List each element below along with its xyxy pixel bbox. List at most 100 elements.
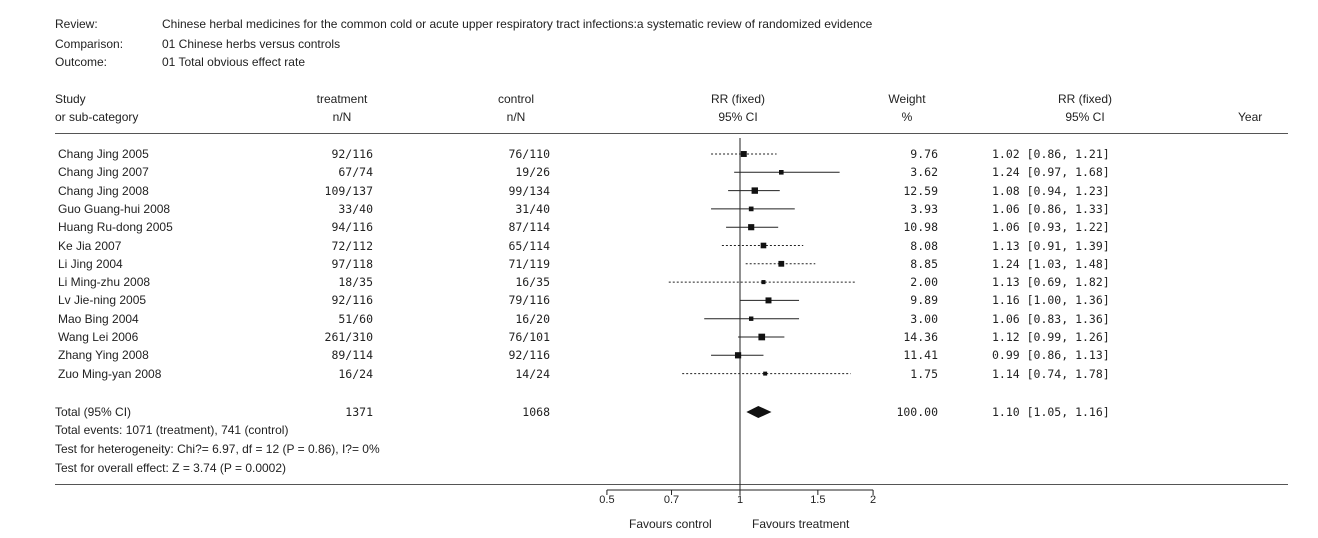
axis-tick-label: 1.5 [810,494,825,506]
row-weight: 1.75 [910,366,938,381]
row-rr: 1.08 [0.94, 1.23] [992,183,1110,198]
row-weight: 2.00 [910,275,938,290]
col-control-header: control [497,92,535,106]
row-treatment: 92/116 [331,147,373,161]
row-weight: 14.36 [903,330,938,344]
study-point [751,187,758,194]
outcome-value: 01 Total obvious effect rate [162,55,305,69]
row-control: 76/101 [508,330,550,344]
study-point [748,316,754,321]
row-treatment: 72/112 [331,238,373,253]
row-treatment: 33/40 [338,201,373,216]
header-divider [55,133,1288,134]
row-treatment: 94/116 [331,220,373,235]
study-point [765,297,772,304]
col-control-subheader: n/N [506,110,526,124]
col-treatment-subheader: n/N [332,110,352,124]
row-weight: 12.59 [903,183,938,198]
row-study-name: Zuo Ming-yan 2008 [58,366,162,381]
col-treatment-header: treatment [316,92,368,106]
row-rr: 1.02 [0.86, 1.21] [992,147,1110,161]
row-treatment: 109/137 [324,183,373,198]
favours-treatment-label: Favours treatment [752,517,850,531]
row-study-name: Chang Jing 2005 [58,147,149,161]
col-weight-subheader: % [901,110,913,124]
study-point [748,224,755,231]
total-control: 1068 [522,405,550,419]
row-weight: 9.76 [910,147,938,161]
row-rr: 1.24 [0.97, 1.68] [992,165,1110,180]
total-weight: 100.00 [896,405,938,419]
row-rr: 1.14 [0.74, 1.78] [992,366,1110,381]
row-control: 76/110 [508,147,550,161]
study-point [740,151,747,157]
row-study-name: Wang Lei 2006 [58,330,139,344]
row-weight: 8.08 [910,238,938,253]
row-treatment: 261/310 [324,330,373,344]
col-rrplot-subheader: 95% CI [718,110,758,124]
row-control: 99/134 [508,183,550,198]
row-control: 87/114 [508,220,550,235]
axis-tick-label: 1 [737,494,743,506]
row-study-name: Li Jing 2004 [58,256,123,271]
row-rr: 1.12 [0.99, 1.26] [992,330,1110,344]
row-control: 71/119 [508,256,550,271]
total-label: Total (95% CI) [55,405,132,419]
row-control: 79/116 [508,293,550,308]
row-rr: 1.24 [1.03, 1.48] [992,256,1110,271]
row-treatment: 16/24 [338,366,373,381]
row-rr: 1.13 [0.91, 1.39] [992,238,1110,253]
review-label: Review: [55,17,98,31]
col-study-subheader: or sub-category [55,110,139,124]
row-study-name: Guo Guang-hui 2008 [58,201,171,216]
row-control: 92/116 [508,348,550,363]
row-study-name: Zhang Ying 2008 [58,348,149,363]
row-control: 14/24 [515,366,550,381]
row-treatment: 89/114 [331,348,373,363]
row-rr: 1.06 [0.83, 1.36] [992,311,1110,326]
row-control: 19/26 [515,165,550,180]
row-study-name: Li Ming-zhu 2008 [58,275,151,290]
row-control: 16/20 [515,311,550,326]
row-study-name: Mao Bing 2004 [58,311,139,326]
pooled-diamond [746,406,772,418]
row-weight: 3.62 [910,165,938,180]
row-study-name: Chang Jing 2008 [58,183,149,198]
axis-tick-label: 0.7 [664,494,679,506]
study-point [779,170,784,175]
study-point [778,260,785,267]
row-study-name: Lv Jie-ning 2005 [58,293,147,308]
row-weight: 9.89 [910,293,938,308]
study-point [758,333,766,341]
row-weight: 3.00 [910,311,938,326]
col-year-header: Year [1238,110,1263,124]
heterogeneity-test: Test for heterogeneity: Chi?= 6.97, df =… [55,442,380,456]
outcome-label: Outcome: [55,55,108,69]
col-rr-header: RR (fixed) [1057,92,1113,106]
row-treatment: 97/118 [331,256,373,271]
footer-divider [55,484,1288,485]
total-rr: 1.10 [1.05, 1.16] [992,405,1110,419]
row-treatment: 51/60 [338,311,373,326]
overall-effect-test: Test for overall effect: Z = 3.74 (P = 0… [55,461,287,475]
row-study-name: Huang Ru-dong 2005 [58,220,173,235]
row-weight: 8.85 [910,256,938,271]
row-weight: 3.93 [910,201,938,216]
comparison-label: Comparison: [55,37,124,51]
row-study-name: Ke Jia 2007 [58,238,122,253]
row-treatment: 18/35 [338,275,373,290]
study-point [760,242,767,249]
study-point [763,371,768,376]
row-control: 16/35 [515,275,550,290]
row-weight: 11.41 [903,348,938,363]
study-point [748,206,754,212]
total-events: Total events: 1071 (treatment), 741 (con… [55,423,289,437]
study-point [734,352,742,359]
row-rr: 1.16 [1.00, 1.36] [992,293,1110,308]
row-rr: 1.06 [0.86, 1.33] [992,201,1110,216]
axis-tick-label: 2 [870,494,876,506]
total-treatment: 1371 [345,405,373,419]
row-control: 31/40 [515,201,550,216]
row-treatment: 92/116 [331,293,373,308]
